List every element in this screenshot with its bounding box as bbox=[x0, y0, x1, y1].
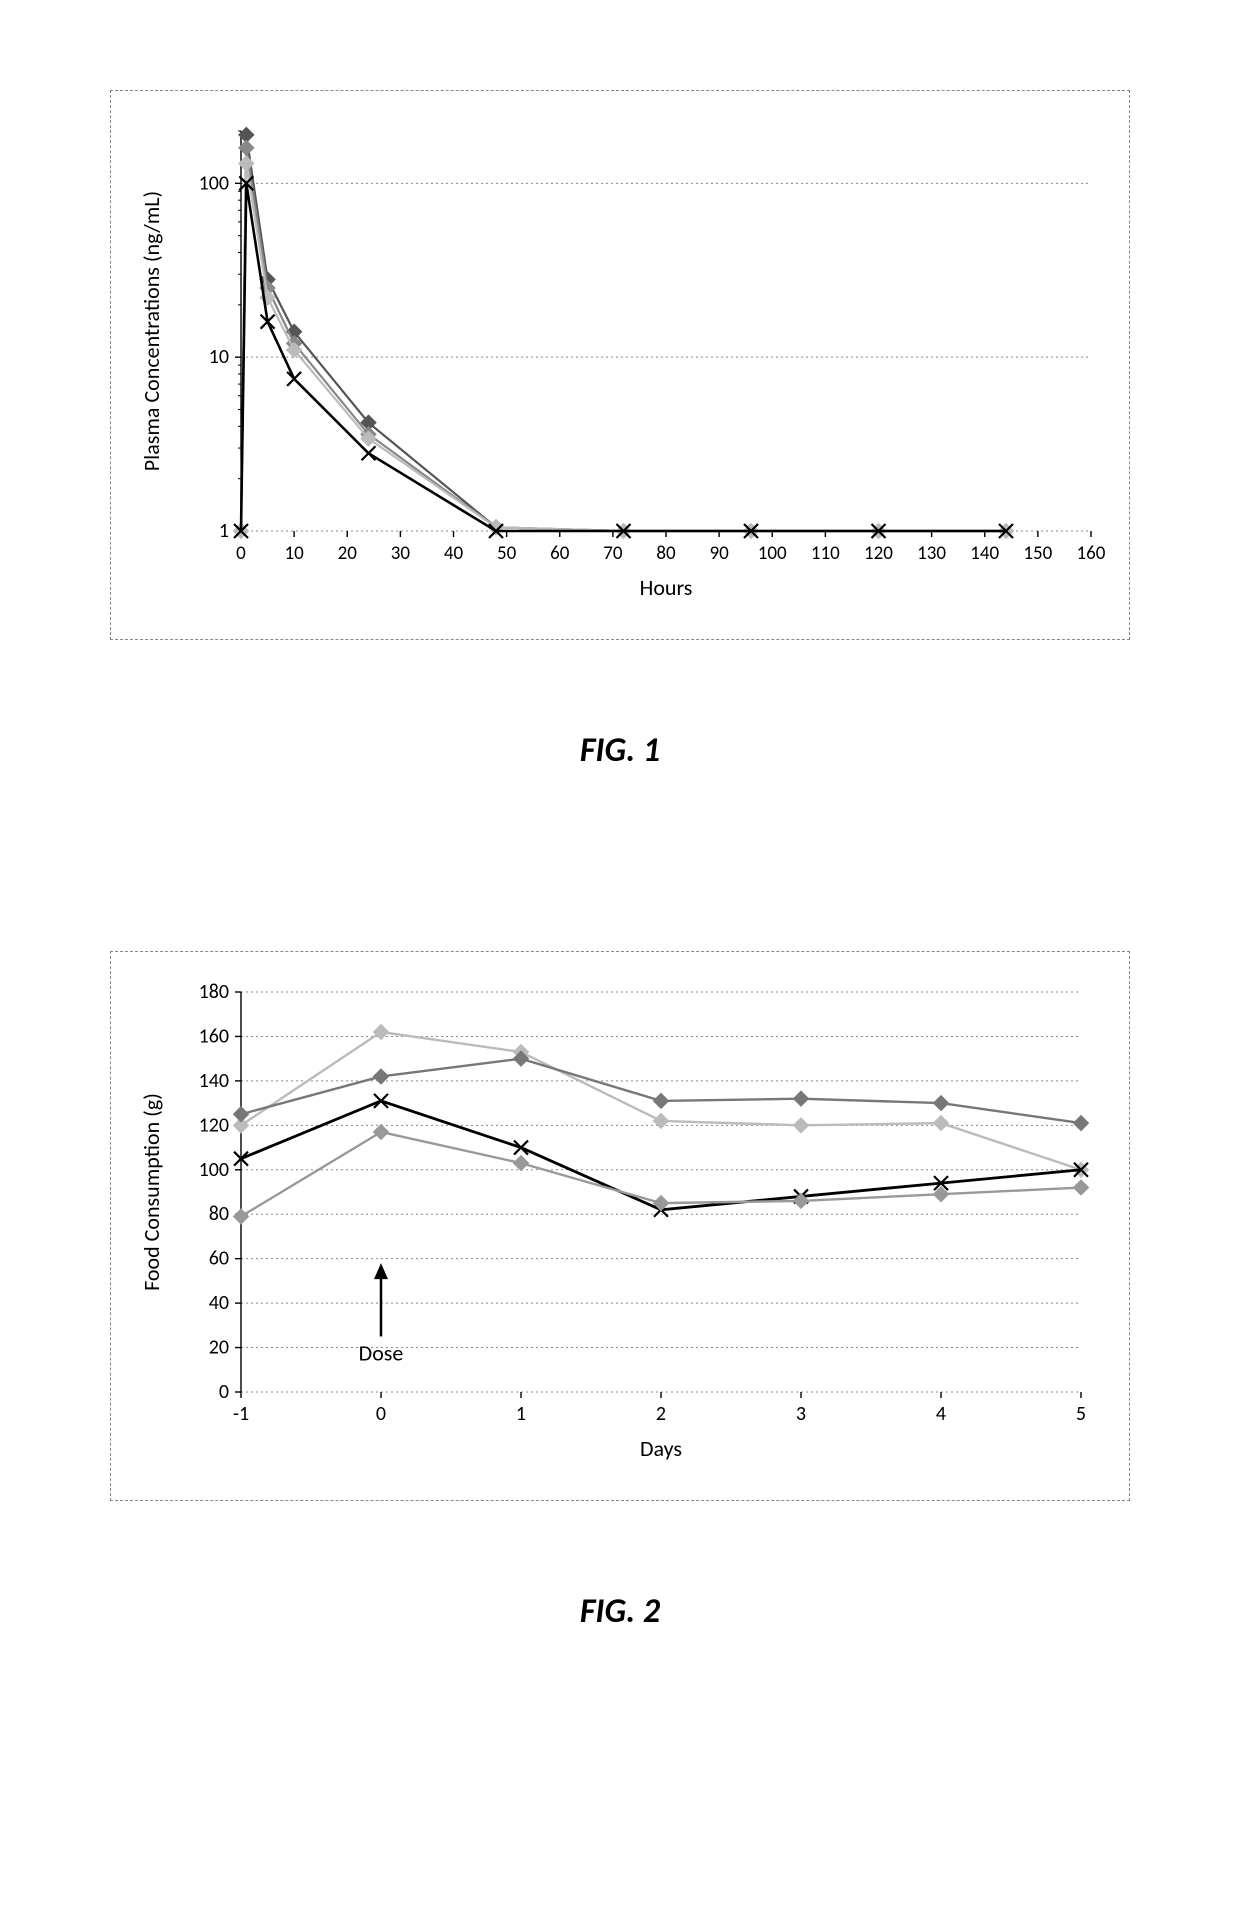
svg-text:40: 40 bbox=[444, 542, 464, 565]
svg-text:100: 100 bbox=[758, 542, 787, 565]
svg-text:140: 140 bbox=[970, 542, 999, 565]
svg-text:Days: Days bbox=[640, 1435, 682, 1462]
figure-2-caption: FIG. 2 bbox=[80, 1591, 1160, 1632]
svg-text:70: 70 bbox=[603, 542, 623, 565]
svg-text:60: 60 bbox=[550, 542, 570, 565]
svg-text:150: 150 bbox=[1023, 542, 1052, 565]
svg-text:Plasma Concentrations (ng/mL): Plasma Concentrations (ng/mL) bbox=[138, 191, 165, 471]
svg-text:2: 2 bbox=[656, 1402, 666, 1426]
svg-text:0: 0 bbox=[236, 542, 246, 565]
svg-text:3: 3 bbox=[796, 1402, 806, 1426]
figure-1-chart: 1101000102030405060708090100110120130140… bbox=[131, 111, 1111, 611]
svg-text:80: 80 bbox=[209, 1202, 229, 1226]
svg-text:100: 100 bbox=[199, 171, 229, 195]
svg-text:Food Consumption (g): Food Consumption (g) bbox=[138, 1093, 165, 1291]
svg-text:20: 20 bbox=[209, 1336, 229, 1360]
figure-2-chart: 020406080100120140160180-1012345DaysFood… bbox=[131, 972, 1111, 1472]
figure-2-panel: 020406080100120140160180-1012345DaysFood… bbox=[110, 951, 1130, 1501]
svg-text:5: 5 bbox=[1076, 1402, 1086, 1426]
svg-text:140: 140 bbox=[199, 1069, 229, 1093]
svg-text:10: 10 bbox=[209, 345, 229, 369]
svg-text:1: 1 bbox=[516, 1402, 526, 1426]
svg-text:0: 0 bbox=[376, 1402, 386, 1426]
svg-text:-1: -1 bbox=[233, 1402, 249, 1426]
svg-text:60: 60 bbox=[209, 1247, 229, 1271]
svg-text:1: 1 bbox=[219, 519, 229, 543]
svg-text:130: 130 bbox=[917, 542, 946, 565]
svg-text:20: 20 bbox=[338, 542, 358, 565]
svg-text:160: 160 bbox=[199, 1024, 229, 1048]
svg-text:180: 180 bbox=[199, 980, 229, 1004]
svg-text:160: 160 bbox=[1077, 542, 1106, 565]
figure-1-caption: FIG. 1 bbox=[80, 730, 1160, 771]
svg-text:10: 10 bbox=[284, 542, 304, 565]
svg-text:90: 90 bbox=[709, 542, 729, 565]
svg-text:40: 40 bbox=[209, 1291, 229, 1315]
figure-1-panel: 1101000102030405060708090100110120130140… bbox=[110, 90, 1130, 640]
svg-text:120: 120 bbox=[199, 1113, 229, 1137]
svg-text:100: 100 bbox=[199, 1158, 229, 1182]
svg-text:120: 120 bbox=[864, 542, 893, 565]
svg-text:0: 0 bbox=[219, 1380, 229, 1404]
svg-text:80: 80 bbox=[656, 542, 676, 565]
svg-text:4: 4 bbox=[936, 1402, 946, 1426]
svg-text:110: 110 bbox=[811, 542, 840, 565]
svg-text:50: 50 bbox=[497, 542, 517, 565]
svg-text:Hours: Hours bbox=[640, 574, 693, 601]
svg-text:30: 30 bbox=[391, 542, 411, 565]
svg-text:Dose: Dose bbox=[359, 1339, 404, 1366]
page: 1101000102030405060708090100110120130140… bbox=[0, 0, 1240, 1752]
